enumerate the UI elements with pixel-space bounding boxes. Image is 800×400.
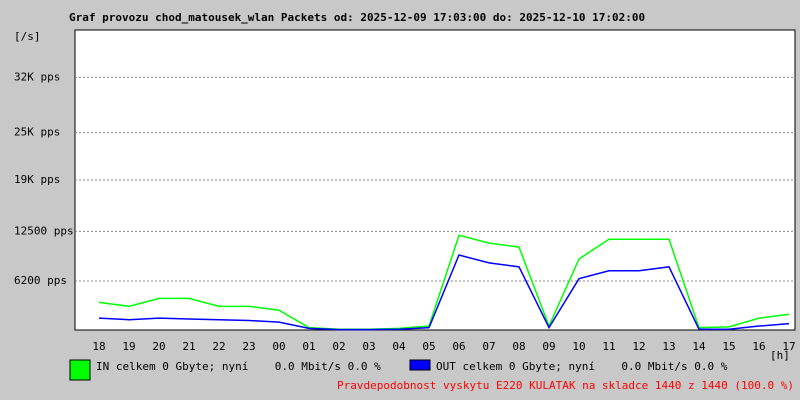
- x-tick-label: 17: [782, 340, 795, 353]
- y-tick-label: 25K pps: [14, 126, 60, 139]
- legend-swatch: [409, 359, 431, 371]
- x-tick-label: 02: [332, 340, 345, 353]
- x-tick-label: 07: [482, 340, 495, 353]
- annotation: Pravdepodobnost vyskytu E220 KULATAK na …: [337, 379, 794, 392]
- x-tick-label: 09: [542, 340, 555, 353]
- x-tick-label: 00: [272, 340, 285, 353]
- x-tick-label: 21: [182, 340, 195, 353]
- x-tick-label: 12: [632, 340, 645, 353]
- x-tick-label: 08: [512, 340, 525, 353]
- x-tick-label: 19: [122, 340, 135, 353]
- x-tick-label: 03: [362, 340, 375, 353]
- x-tick-label: 23: [242, 340, 255, 353]
- x-tick-label: 15: [722, 340, 735, 353]
- y-tick-label: 32K pps: [14, 70, 60, 83]
- x-tick-label: 22: [212, 340, 225, 353]
- x-tick-label: 04: [392, 340, 406, 353]
- legend-label: IN celkem 0 Gbyte; nyní 0.0 Mbit/s 0.0 %: [96, 360, 381, 373]
- x-tick-label: 05: [422, 340, 435, 353]
- series-line: [98, 234, 790, 330]
- x-tick-label: 06: [452, 340, 465, 353]
- y-axis-label: [/s]: [14, 30, 41, 43]
- legend-label: OUT celkem 0 Gbyte; nyní 0.0 Mbit/s 0.0 …: [436, 360, 728, 373]
- x-tick-label: 16: [752, 340, 765, 353]
- x-tick-label: 01: [302, 340, 315, 353]
- series-line: [98, 254, 790, 331]
- x-tick-label: 14: [692, 340, 706, 353]
- chart-title: Graf provozu chod_matousek_wlan Packets …: [69, 11, 645, 24]
- y-tick-label: 19K pps: [14, 173, 60, 186]
- x-tick-label: 20: [152, 340, 165, 353]
- x-axis-label: [h]: [770, 349, 790, 362]
- legend-swatch: [69, 359, 91, 381]
- y-tick-label: 12500 pps: [14, 224, 74, 237]
- x-tick-label: 10: [572, 340, 585, 353]
- x-tick-label: 18: [92, 340, 105, 353]
- x-tick-label: 11: [602, 340, 615, 353]
- x-tick-label: 13: [662, 340, 675, 353]
- y-tick-label: 6200 pps: [14, 274, 67, 287]
